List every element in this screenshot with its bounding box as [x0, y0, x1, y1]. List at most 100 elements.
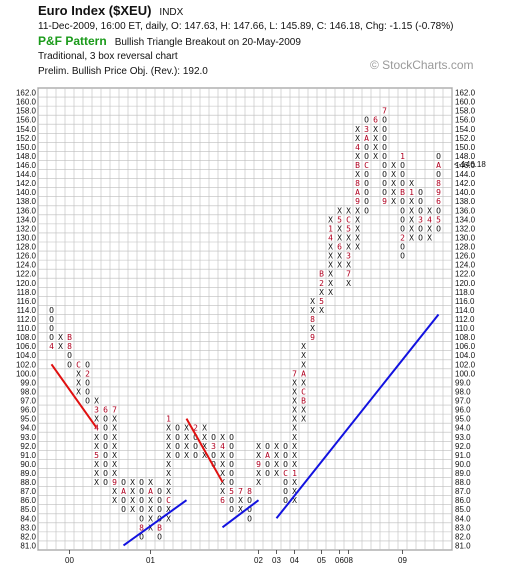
- y-tick-label-left: 96.0: [20, 406, 36, 415]
- pf-x-mark: X: [274, 451, 279, 460]
- pf-x-mark: X: [202, 433, 207, 442]
- pf-x-mark: X: [346, 243, 351, 252]
- pf-o-mark: O: [157, 532, 162, 541]
- pf-o-mark: O: [400, 243, 405, 252]
- pf-x-mark: X: [274, 469, 279, 478]
- pattern-line: P&F Pattern Bullish Triangle Breakout on …: [38, 34, 301, 48]
- pf-o-mark: O: [103, 478, 108, 487]
- y-tick-label-left: 85.0: [20, 505, 36, 514]
- pf-x-mark: X: [184, 451, 189, 460]
- y-tick-label-right: 130.0: [455, 233, 476, 242]
- pf-o-mark: O: [265, 442, 270, 451]
- y-tick-label-right: 146.0: [455, 161, 476, 170]
- pf-month-marker: 9: [112, 478, 117, 487]
- pf-x-mark: X: [409, 206, 414, 215]
- pf-x-mark: X: [184, 442, 189, 451]
- pf-month-marker: 2: [85, 369, 90, 378]
- pf-month-marker: 9: [382, 197, 387, 206]
- x-tick-label: 03: [272, 556, 281, 565]
- pf-x-mark: X: [94, 460, 99, 469]
- y-tick-label-left: 110.0: [17, 324, 37, 333]
- y-tick-label-right: 162.0: [455, 89, 476, 98]
- y-tick-label-right: 92.0: [455, 442, 471, 451]
- pf-month-marker: 4: [94, 424, 99, 433]
- pf-month-marker: 5: [337, 215, 342, 224]
- y-tick-label-left: 150.0: [16, 143, 37, 152]
- y-tick-label-left: 158.0: [16, 107, 37, 116]
- pf-month-marker: 5: [229, 487, 234, 496]
- pf-x-mark: X: [76, 369, 81, 378]
- pf-month-marker: 5: [94, 451, 99, 460]
- y-tick-label-left: 100.0: [16, 369, 37, 378]
- pf-month-marker: 7: [238, 487, 243, 496]
- pf-o-mark: O: [139, 496, 144, 505]
- pf-x-mark: X: [112, 460, 117, 469]
- pf-x-mark: X: [166, 505, 171, 514]
- y-tick-label-left: 160.0: [16, 98, 37, 107]
- y-tick-label-right: 126.0: [455, 252, 476, 261]
- pf-month-marker: 5: [346, 224, 351, 233]
- pf-x-mark: X: [112, 415, 117, 424]
- chart-type-label: Traditional, 3 box reversal chart: [38, 51, 178, 62]
- pf-o-mark: O: [103, 442, 108, 451]
- x-tick-label: 00: [65, 556, 74, 565]
- pf-o-mark: O: [211, 451, 216, 460]
- y-tick-label-right: 132.0: [455, 224, 476, 233]
- pf-x-mark: X: [301, 415, 306, 424]
- y-tick-label-left: 156.0: [16, 116, 37, 125]
- pf-month-marker: C: [301, 387, 306, 396]
- y-tick-label-left: 112.0: [17, 315, 37, 324]
- pf-o-mark: O: [283, 478, 288, 487]
- pf-o-mark: O: [49, 306, 54, 315]
- pf-x-mark: X: [76, 378, 81, 387]
- pf-x-mark: X: [292, 378, 297, 387]
- pf-o-mark: O: [67, 351, 72, 360]
- pf-x-mark: X: [427, 224, 432, 233]
- y-tick-label-right: 98.0: [455, 387, 471, 396]
- y-tick-label-left: 124.0: [16, 261, 37, 270]
- pf-o-mark: O: [103, 451, 108, 460]
- pf-o-mark: O: [229, 451, 234, 460]
- pf-o-mark: O: [67, 360, 72, 369]
- x-tick-label: 06: [335, 556, 344, 565]
- x-tick-label: 02: [254, 556, 263, 565]
- pf-month-marker: 3: [364, 125, 369, 134]
- pf-o-mark: O: [49, 333, 54, 342]
- pf-x-mark: X: [166, 451, 171, 460]
- pf-o-mark: O: [364, 206, 369, 215]
- pf-x-mark: X: [292, 406, 297, 415]
- pf-x-mark: X: [319, 306, 324, 315]
- y-tick-label-left: 91.0: [20, 451, 36, 460]
- pf-o-mark: O: [382, 116, 387, 125]
- pf-x-mark: X: [112, 424, 117, 433]
- bullish-support-line: [221, 499, 260, 529]
- pf-o-mark: O: [103, 415, 108, 424]
- pf-x-mark: X: [346, 233, 351, 242]
- pf-month-marker: 1: [400, 152, 405, 161]
- watermark: © StockCharts.com: [370, 58, 474, 72]
- pf-x-mark: X: [202, 442, 207, 451]
- pf-month-marker: 4: [427, 215, 432, 224]
- y-tick-label-right: 81.0: [455, 541, 471, 550]
- y-tick-label-left: 152.0: [16, 134, 37, 143]
- y-tick-label-right: 136.0: [455, 206, 476, 215]
- pf-month-marker: 7: [382, 107, 387, 116]
- pf-x-mark: X: [166, 460, 171, 469]
- y-tick-label-left: 138.0: [16, 197, 37, 206]
- pf-month-marker: 9: [355, 197, 360, 206]
- y-tick-label-right: 83.0: [455, 523, 471, 532]
- pf-x-mark: X: [292, 460, 297, 469]
- pf-o-mark: O: [103, 460, 108, 469]
- pf-x-mark: X: [301, 378, 306, 387]
- pf-x-mark: X: [373, 152, 378, 161]
- y-tick-label-left: 118.0: [17, 288, 37, 297]
- chart-title: Euro Index ($XEU) INDX: [38, 3, 183, 18]
- pf-o-mark: O: [139, 487, 144, 496]
- y-tick-label-left: 88.0: [20, 478, 36, 487]
- y-tick-label-left: 122.0: [16, 270, 37, 279]
- x-tick-label: 05: [317, 556, 326, 565]
- pf-month-marker: 4: [355, 143, 360, 152]
- pf-month-marker: 3: [346, 252, 351, 261]
- pf-o-mark: O: [49, 324, 54, 333]
- pf-o-mark: O: [382, 152, 387, 161]
